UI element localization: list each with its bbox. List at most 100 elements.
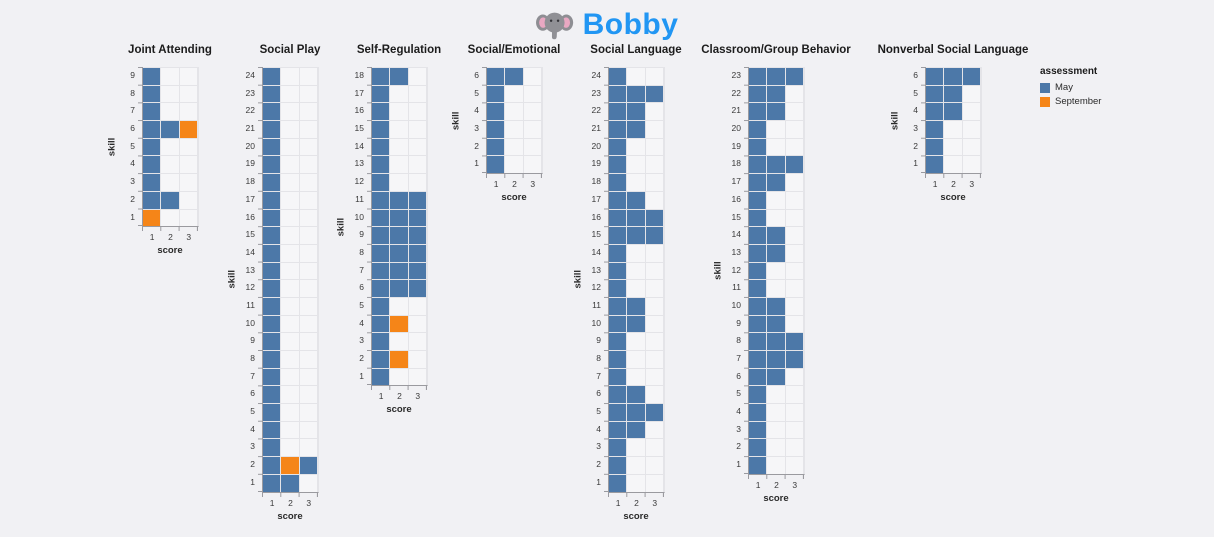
y-tick-label: 19 <box>731 140 741 151</box>
heatmap-cell <box>390 296 409 315</box>
heatmap-cell <box>161 190 180 209</box>
heatmap-cell <box>179 137 198 156</box>
legend-label: May <box>1055 82 1073 93</box>
heatmap-cell <box>372 296 391 315</box>
heatmap-cell <box>609 367 628 386</box>
x-axis-title: score <box>763 492 789 504</box>
y-tick-label: 3 <box>913 123 918 134</box>
heatmap-cell <box>372 155 391 174</box>
legend-swatch <box>1040 96 1050 107</box>
heatmap-cell <box>627 279 646 297</box>
heatmap-cell <box>962 67 981 85</box>
heatmap-cell <box>372 332 391 350</box>
heatmap-cell <box>749 102 768 121</box>
chart-classroom-group-behavior: Classroom/Group Behavior skill 23 22 21 20 19 1… <box>701 44 851 504</box>
y-axis-tick-labels: 24 23 22 21 20 19 18 17 16 15 14 13 12 11 10 9 8 7 6 5 4 3 2 1 <box>584 67 604 493</box>
heatmap-cell <box>645 208 664 227</box>
y-tick-label: 20 <box>731 123 741 134</box>
x-axis-ticks <box>486 174 542 179</box>
heatmap-cell <box>372 173 391 191</box>
y-tick-label: 6 <box>736 370 741 381</box>
heatmap-cell <box>785 332 804 350</box>
heatmap-cell <box>785 120 804 138</box>
heatmap-cell <box>143 190 162 209</box>
heatmap-cell <box>627 350 646 368</box>
heatmap-cell <box>263 173 282 191</box>
x-tick-label: 1 <box>755 479 761 490</box>
heatmap-cell <box>645 332 664 350</box>
heatmap-cell <box>372 367 391 386</box>
legend-item-september: September <box>1040 96 1101 107</box>
heatmap-cell <box>785 456 804 474</box>
y-tick-label: 2 <box>130 193 135 204</box>
heatmap-cell <box>408 102 427 121</box>
heatmap-cell <box>627 102 646 121</box>
x-tick-label: 2 <box>512 179 517 190</box>
heatmap-cell <box>281 279 300 297</box>
heatmap-cell <box>143 173 162 191</box>
y-tick-label: 15 <box>245 229 255 240</box>
x-axis-ticks <box>262 492 318 497</box>
plot-area-row: skill 18 17 16 15 14 13 12 11 10 9 8 7 6 5 4 3 2 1 <box>335 67 428 387</box>
y-tick-label: 18 <box>245 176 255 187</box>
heatmap-cell <box>281 190 300 209</box>
heatmap-cell <box>390 208 409 227</box>
y-tick-label: 21 <box>245 123 255 134</box>
y-tick-label: 4 <box>474 105 479 116</box>
y-tick-label: 2 <box>913 140 918 151</box>
y-axis-title: skill <box>335 217 347 236</box>
heatmap-cell <box>143 84 162 103</box>
heatmap-cell <box>767 208 786 227</box>
y-tick-label: 7 <box>250 370 255 381</box>
heatmap-cell <box>944 102 963 121</box>
heatmap-cell <box>263 190 282 209</box>
heatmap-cell <box>408 314 427 333</box>
heatmap-cell <box>749 279 768 297</box>
heatmap-cell <box>645 261 664 280</box>
heatmap-cell <box>785 84 804 103</box>
heatmap-cell <box>390 190 409 209</box>
heatmap-cell <box>645 385 664 404</box>
x-tick-label: 2 <box>288 497 293 508</box>
y-axis-tick-labels: 18 17 16 15 14 13 12 11 10 9 8 7 6 5 4 3 2 1 <box>347 67 367 386</box>
heatmap-cell <box>299 261 318 280</box>
heatmap-cell <box>143 137 162 156</box>
heatmap-cell <box>627 261 646 280</box>
heatmap-cell <box>281 403 300 421</box>
heatmap-cell <box>281 261 300 280</box>
heatmap-cell <box>281 385 300 404</box>
heatmap-cell <box>390 67 409 85</box>
y-tick-label: 16 <box>245 211 255 222</box>
heatmap-cell <box>767 456 786 474</box>
heatmap-cell <box>926 102 945 121</box>
y-tick-label: 8 <box>359 246 364 257</box>
y-tick-label: 12 <box>245 282 255 293</box>
heatmap-cell <box>179 208 198 227</box>
y-tick-label: 9 <box>359 229 364 240</box>
heatmap-cell <box>143 208 162 227</box>
heatmap-cell <box>299 102 318 121</box>
y-tick-label: 12 <box>591 282 601 293</box>
heatmap-cell <box>627 67 646 85</box>
heatmap-cell <box>179 173 198 191</box>
x-tick-label: 1 <box>615 497 621 508</box>
heatmap-cell <box>390 350 409 368</box>
heatmap-cell <box>263 332 282 350</box>
heatmap-cell <box>179 84 198 103</box>
heatmap-cell <box>161 137 180 156</box>
y-tick-label: 21 <box>731 105 741 116</box>
chart-nonverbal-social-language: Nonverbal Social Language skill 6 5 4 3 2 1 1 2 3 s… <box>878 44 1029 203</box>
heatmap-cell <box>281 67 300 85</box>
y-tick-label: 11 <box>355 193 364 204</box>
heatmap-cell <box>627 208 646 227</box>
y-tick-label: 23 <box>731 70 741 80</box>
heatmap-cell <box>609 155 628 174</box>
heatmap-cell <box>281 208 300 227</box>
heatmap-cell <box>299 243 318 262</box>
y-tick-label: 22 <box>245 105 255 116</box>
y-tick-label: 14 <box>591 246 601 257</box>
y-axis-tick-labels: 9 8 7 6 5 4 3 2 1 <box>118 67 138 227</box>
heatmap-cell <box>263 403 282 421</box>
heatmap-cell <box>627 226 646 244</box>
heatmap-cell <box>299 208 318 227</box>
